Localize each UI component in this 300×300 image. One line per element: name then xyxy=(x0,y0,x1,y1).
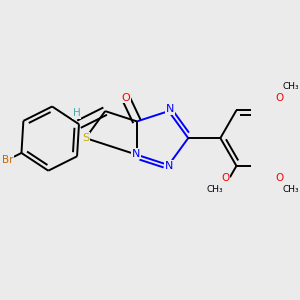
Text: N: N xyxy=(164,161,173,171)
Text: O: O xyxy=(276,93,284,103)
Text: S: S xyxy=(82,133,89,143)
Text: N: N xyxy=(166,104,174,114)
Text: H: H xyxy=(73,109,80,118)
Text: O: O xyxy=(221,173,229,183)
Text: Br: Br xyxy=(2,155,14,165)
Text: CH₃: CH₃ xyxy=(282,185,299,194)
Text: N: N xyxy=(131,148,140,159)
Text: O: O xyxy=(122,93,130,103)
Text: O: O xyxy=(276,173,284,183)
Text: CH₃: CH₃ xyxy=(282,82,299,91)
Text: CH₃: CH₃ xyxy=(206,185,223,194)
